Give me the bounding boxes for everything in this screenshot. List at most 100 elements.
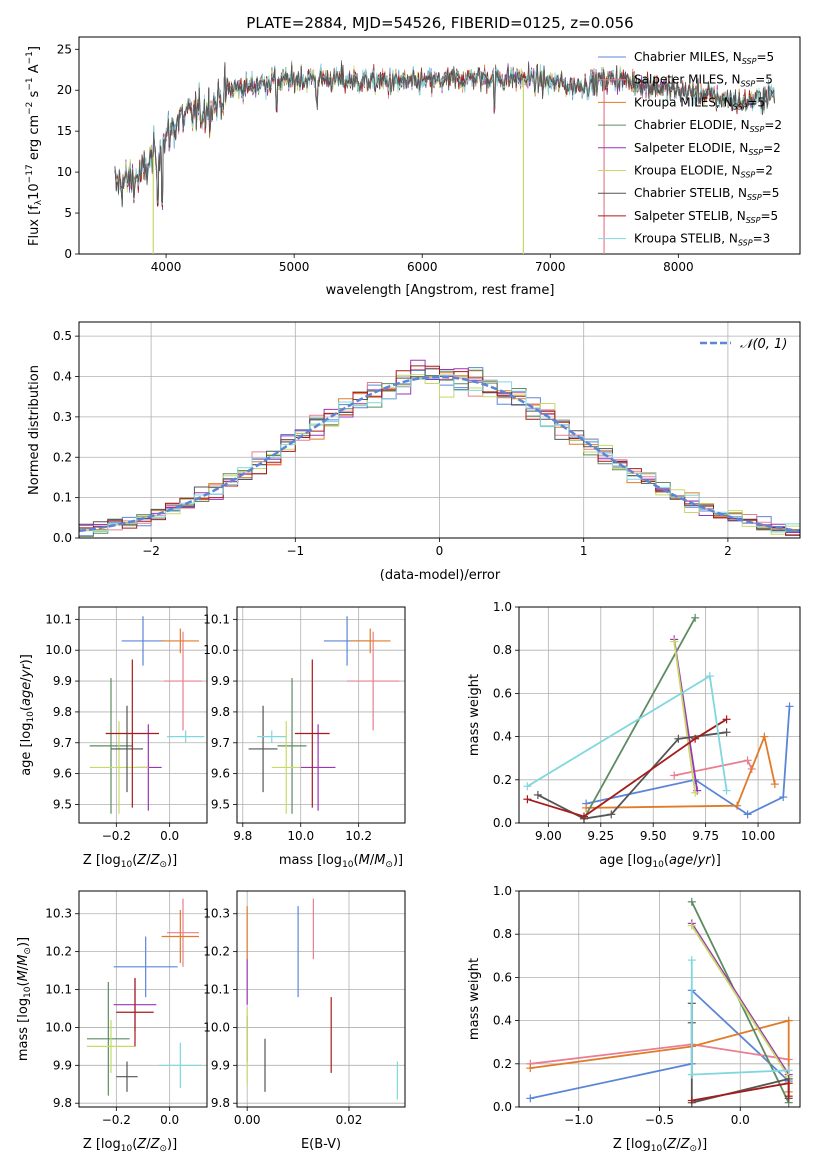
y-tick-label: 0.0 bbox=[493, 816, 512, 830]
x-tick-label: 0.00 bbox=[234, 1113, 261, 1127]
x-tick-label: 10.0 bbox=[287, 829, 314, 843]
y-tick-label: 0.6 bbox=[493, 686, 512, 700]
x-tick-label: −0.2 bbox=[102, 1113, 131, 1127]
y-tick-label: 9.6 bbox=[53, 767, 72, 781]
y-tick-label: 0.2 bbox=[493, 773, 512, 787]
weight-line bbox=[527, 718, 728, 818]
x-tick-label: 7000 bbox=[535, 260, 566, 274]
y-tick-label: 10.3 bbox=[45, 907, 72, 921]
gaussian-legend-label: 𝒩(0, 1) bbox=[740, 337, 787, 352]
x-tick-label: 4000 bbox=[151, 260, 182, 274]
y-tick-label: 0.1 bbox=[53, 491, 72, 505]
y-tick-label: 10.0 bbox=[45, 643, 72, 657]
x-tick-label: 0.0 bbox=[160, 829, 179, 843]
panel-frame bbox=[236, 890, 406, 1108]
spectrum-panel: 4000 5000 6000 7000 8000 0 5 10 15 20 25 wavelengt… bbox=[25, 36, 801, 298]
age-vs-metallicity-panel: −0.2 0.0 9.5 9.6 9.7 9.8 9.9 10.0 10.1 bbox=[45, 606, 208, 843]
y-tick-label: 9.5 bbox=[53, 797, 72, 811]
y-tick-label: 0.0 bbox=[493, 1100, 512, 1114]
y-tick-label: 0.4 bbox=[53, 370, 72, 384]
y-tick-label: 10.2 bbox=[45, 945, 72, 959]
weight-line bbox=[530, 1019, 790, 1092]
y-tick-label: 9.9 bbox=[53, 1058, 72, 1072]
weight-line bbox=[673, 641, 696, 793]
y-tick-label: 10.2 bbox=[203, 945, 230, 959]
y-tick-label: 9.6 bbox=[211, 767, 230, 781]
legend-label: Kroupa ELODIE, NSSP=2 bbox=[634, 164, 773, 180]
spectrum-line bbox=[114, 62, 775, 207]
legend-label: Chabrier ELODIE, NSSP=2 bbox=[634, 118, 782, 134]
histogram-bars bbox=[79, 359, 800, 538]
x-tick-label: 9.25 bbox=[587, 829, 614, 843]
x-tick-label: −1 bbox=[286, 544, 304, 558]
y-tick-label: 10.1 bbox=[45, 983, 72, 997]
x-tick-label: −2 bbox=[142, 544, 160, 558]
panel-frame bbox=[236, 606, 406, 824]
x-tick-label: 9.00 bbox=[535, 829, 562, 843]
legend-label: Salpeter STELIB, NSSP=5 bbox=[634, 209, 778, 225]
x-tick-label: 10.00 bbox=[741, 829, 775, 843]
massZ-xlabel: Z [log10(Z/Z⊙)] bbox=[83, 1137, 177, 1154]
x-tick-label: 0 bbox=[436, 544, 444, 558]
wZ-ylabel: mass weight bbox=[467, 958, 482, 1040]
weight-line bbox=[674, 759, 753, 777]
x-tick-label: 10.2 bbox=[345, 829, 372, 843]
x-tick-label: 0.0 bbox=[731, 1113, 750, 1127]
y-tick-label: 9.5 bbox=[211, 797, 230, 811]
panel-frame bbox=[518, 890, 801, 1108]
y-tick-label: 5 bbox=[64, 206, 72, 220]
y-tick-label: 0.0 bbox=[53, 531, 72, 545]
x-tick-label: 5000 bbox=[279, 260, 310, 274]
mass-vs-metallicity-panel: −0.2 0.0 9.8 9.9 10.0 10.1 10.2 10.3 bbox=[45, 890, 208, 1127]
histogram-ylabel: Normed distribution bbox=[27, 365, 42, 495]
y-tick-label: 9.8 bbox=[211, 1096, 230, 1110]
ageZ-xlabel: Z [log10(Z/Z⊙)] bbox=[83, 853, 177, 870]
y-tick-label: 15 bbox=[57, 124, 72, 138]
x-tick-label: 9.75 bbox=[692, 829, 719, 843]
y-tick-label: 10.0 bbox=[45, 1020, 72, 1034]
spectrum-ylabel: Flux [fλ10−17 erg cm−2 s−1 A−1] bbox=[25, 46, 44, 246]
x-tick-label: −1.0 bbox=[564, 1113, 593, 1127]
weight-vs-metallicity-panel: −1.0 −0.5 0.0 0.0 0.2 0.4 0.6 0.8 1.0 bbox=[493, 884, 801, 1127]
weight-line bbox=[691, 922, 790, 1076]
legend-label: Kroupa MILES, NSSP=5 bbox=[634, 95, 765, 111]
wAge-ylabel: mass weight bbox=[467, 674, 482, 756]
spectrum-xlabel: wavelength [Angstrom, rest frame] bbox=[326, 283, 555, 298]
mass-vs-ebv-panel: 0.00 0.02 9.8 9.9 10.0 10.1 10.2 10.3 bbox=[203, 890, 406, 1127]
y-tick-label: 0.2 bbox=[493, 1057, 512, 1071]
y-tick-label: 0.6 bbox=[493, 970, 512, 984]
x-tick-label: 6000 bbox=[407, 260, 438, 274]
spectrum-axes: 4000 5000 6000 7000 8000 0 5 10 15 20 25 bbox=[57, 42, 694, 274]
y-tick-label: 9.7 bbox=[211, 736, 230, 750]
age-vs-mass-panel: 9.8 10.0 10.2 9.5 9.6 9.7 9.8 9.9 10.0 10.1 bbox=[203, 606, 406, 843]
y-tick-label: 9.9 bbox=[211, 1058, 230, 1072]
x-tick-label: 0.02 bbox=[336, 1113, 363, 1127]
y-tick-label: 9.8 bbox=[53, 705, 72, 719]
ageM-xlabel: mass [log10(M/M⊙)] bbox=[279, 853, 403, 870]
weight-line bbox=[691, 925, 790, 1078]
spectrum-legend: Chabrier MILES, NSSP=5 Salpeter MILES, NS… bbox=[598, 50, 782, 248]
wZ-xlabel: Z [log10(Z/Z⊙)] bbox=[613, 1137, 707, 1154]
spectrum-lines bbox=[114, 60, 775, 254]
y-tick-label: 9.8 bbox=[211, 705, 230, 719]
y-tick-label: 10.1 bbox=[203, 983, 230, 997]
x-tick-label: 9.50 bbox=[640, 829, 667, 843]
x-tick-label: 8000 bbox=[663, 260, 694, 274]
weight-line bbox=[586, 733, 776, 809]
y-tick-label: 9.8 bbox=[53, 1096, 72, 1110]
legend-label: Salpeter MILES, NSSP=5 bbox=[634, 73, 773, 89]
massE-xlabel: E(B-V) bbox=[301, 1137, 341, 1152]
residual-histogram-panel: −2 −1 0 1 2 0.0 0.1 0.2 0.3 0.4 0.5 (data-model)/e… bbox=[27, 321, 801, 583]
histogram-frame bbox=[78, 321, 801, 539]
y-tick-label: 0.3 bbox=[53, 410, 72, 424]
y-tick-label: 20 bbox=[57, 83, 72, 97]
y-tick-label: 1.0 bbox=[493, 884, 512, 898]
figure-title: PLATE=2884, MJD=54526, FIBERID=0125, z=0… bbox=[246, 14, 633, 32]
x-tick-label: −0.2 bbox=[102, 829, 131, 843]
histogram-xlabel: (data-model)/error bbox=[380, 568, 501, 583]
y-tick-label: 10.0 bbox=[203, 643, 230, 657]
y-tick-label: 1.0 bbox=[493, 600, 512, 614]
y-tick-label: 10.3 bbox=[203, 907, 230, 921]
y-tick-label: 0.4 bbox=[493, 1014, 512, 1028]
x-tick-label: −0.5 bbox=[645, 1113, 674, 1127]
